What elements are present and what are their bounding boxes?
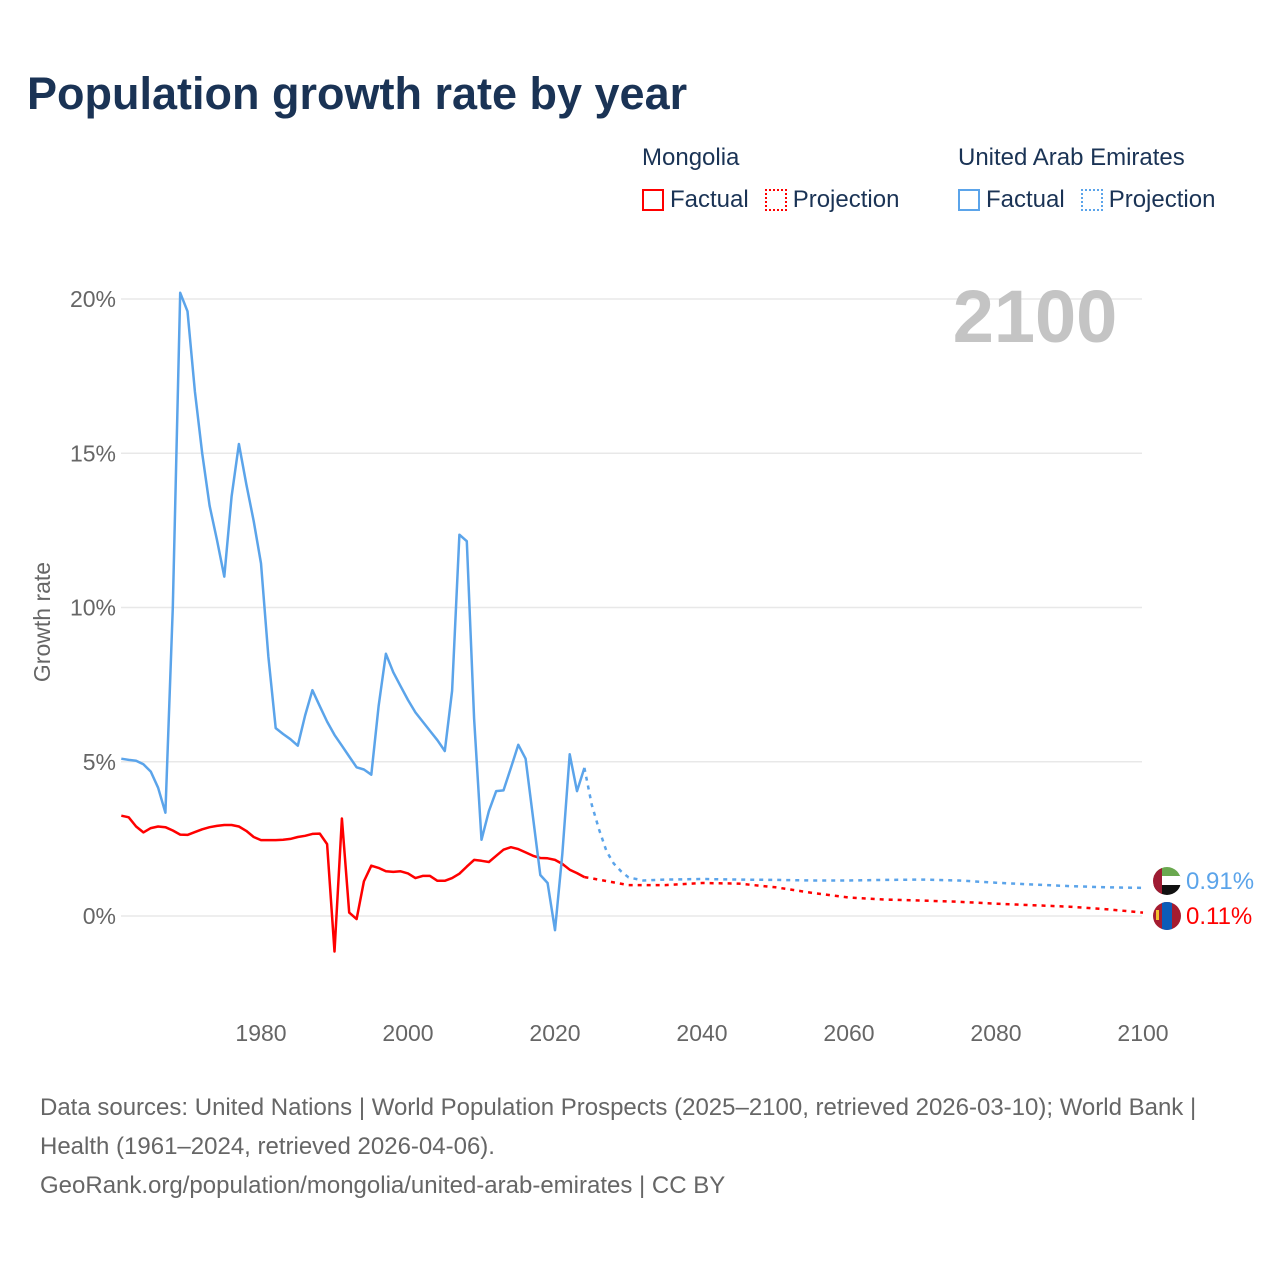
- y-tick-label: 10%: [70, 595, 116, 621]
- x-tick-label: 1980: [235, 1020, 286, 1046]
- legend-item-uae-projection[interactable]: Projection: [1080, 186, 1216, 214]
- legend-group-uae: United Arab Emirates Factual Projection: [958, 144, 1215, 214]
- legend-label: Projection: [1108, 186, 1216, 213]
- legend-swatch-solid: [642, 189, 664, 211]
- legend-swatch-solid: [958, 189, 980, 211]
- legend-country-name: United Arab Emirates: [958, 144, 1185, 171]
- legend-label: Factual: [986, 186, 1065, 213]
- legend-label: Projection: [792, 186, 900, 213]
- footer: Data sources: United Nations | World Pop…: [40, 1088, 1240, 1205]
- legend-swatch-dotted: [764, 189, 787, 211]
- legend-item-mongolia-factual[interactable]: Factual: [642, 186, 749, 214]
- x-tick-label: 2000: [382, 1020, 433, 1046]
- y-tick-label: 5%: [83, 749, 116, 775]
- y-tick-label: 15%: [70, 440, 116, 466]
- uae-projection-line: [583, 767, 1144, 890]
- x-tick-label: 2020: [529, 1020, 580, 1046]
- x-tick-label: 2080: [970, 1020, 1021, 1046]
- year-display: 2100: [953, 275, 1118, 358]
- mongolia-end-label: 0.11%: [1186, 903, 1252, 930]
- chart: 0% 5% 10% 15% 20% 1980 2000 2020 2040 2060 2080 210…: [29, 275, 1254, 1046]
- mongolia-flag-icon: [1153, 902, 1181, 930]
- legend-group-mongolia: Mongolia Factual Projection: [642, 144, 899, 214]
- uae-factual-line: [121, 291, 586, 932]
- x-tick-label: 2100: [1117, 1020, 1168, 1046]
- legend-item-mongolia-projection[interactable]: Projection: [764, 186, 900, 214]
- legend-label: Factual: [670, 186, 749, 213]
- y-tick-label: 0%: [83, 903, 116, 929]
- uae-end-label: 0.91%: [1186, 868, 1254, 895]
- page-title: Population growth rate by year: [27, 68, 688, 119]
- legend-swatch-dotted: [1080, 189, 1103, 211]
- mongolia-factual-line: [121, 814, 585, 953]
- y-tick-label: 20%: [70, 286, 116, 312]
- mongolia-projection-line: [584, 875, 1144, 914]
- uae-flag-icon: [1153, 867, 1181, 895]
- legend-item-uae-factual[interactable]: Factual: [958, 186, 1065, 214]
- credit-link[interactable]: GeoRank.org/population/mongolia/united-a…: [40, 1172, 726, 1199]
- x-tick-label: 2040: [676, 1020, 727, 1046]
- y-axis-label: Growth rate: [29, 562, 55, 682]
- data-sources: Data sources: United Nations | World Pop…: [40, 1094, 1197, 1160]
- x-tick-label: 2060: [823, 1020, 874, 1046]
- legend-country-name: Mongolia: [642, 144, 740, 171]
